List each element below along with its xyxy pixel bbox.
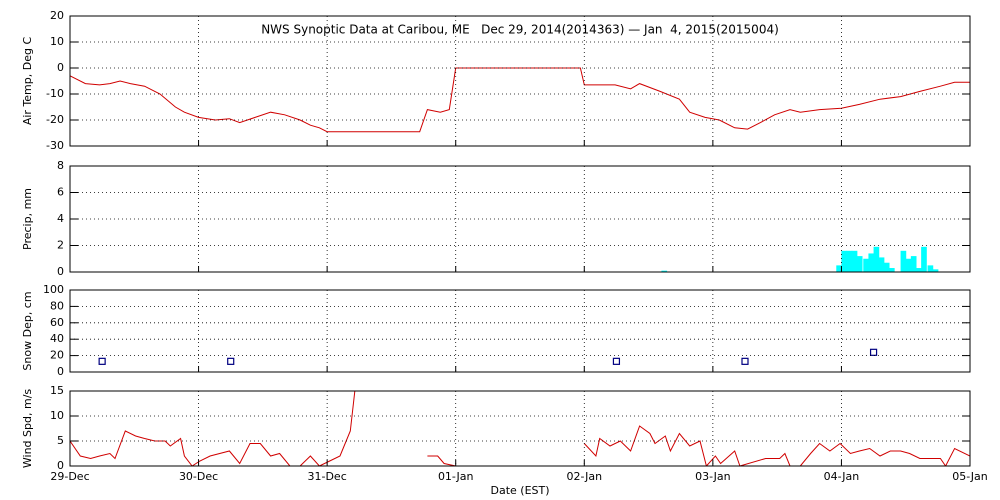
bar — [851, 250, 858, 272]
bar — [927, 265, 934, 272]
y-axis-label: Wind Spd, m/s — [21, 389, 34, 469]
point — [612, 357, 621, 365]
bar — [868, 253, 875, 272]
chart-title: NWS Synoptic Data at Caribou, ME Dec 29,… — [261, 23, 779, 37]
x-tick-label: 31-Dec — [308, 470, 347, 483]
y-tick-label: -20 — [46, 113, 64, 126]
panel — [70, 67, 970, 133]
y-tick-label: -30 — [46, 139, 64, 152]
data-line — [70, 67, 970, 133]
y-tick-label: 15 — [50, 384, 64, 397]
point — [227, 357, 235, 365]
bar — [916, 268, 922, 272]
bar — [910, 256, 917, 272]
y-tick-label: 20 — [50, 9, 64, 22]
point — [98, 357, 106, 365]
frame — [69, 15, 971, 147]
x-tick-label: 01-Jan — [438, 470, 474, 483]
bar — [863, 258, 869, 272]
point — [741, 357, 749, 365]
x-tick-label: 29-Dec — [50, 470, 89, 483]
y-tick-label: 0 — [57, 265, 64, 278]
y-axis-label: Snow Dep, cm — [21, 291, 34, 370]
y-axis-label: Precip, mm — [21, 188, 34, 250]
x-tick-label: 03-Jan — [695, 470, 731, 483]
y-tick-label: 10 — [50, 409, 64, 422]
x-tick-label: 02-Jan — [567, 470, 603, 483]
y-tick-label: 60 — [50, 316, 64, 329]
y-tick-label: 0 — [57, 61, 64, 74]
y-tick-label: 8 — [57, 159, 64, 172]
frame — [69, 165, 971, 273]
panel — [70, 391, 970, 466]
bar — [846, 250, 853, 272]
y-tick-label: 0 — [57, 459, 64, 472]
bar — [878, 257, 885, 272]
y-tick-label: 5 — [57, 434, 64, 447]
point — [869, 348, 878, 356]
frame — [69, 289, 971, 373]
y-tick-label: 4 — [57, 212, 64, 225]
bar — [889, 268, 895, 272]
bar — [841, 250, 848, 272]
y-tick-label: 0 — [57, 365, 64, 378]
x-axis-label: Date (EST) — [490, 484, 549, 497]
bar — [661, 270, 668, 272]
x-tick-label: 05-Jan — [952, 470, 988, 483]
y-tick-label: 2 — [57, 239, 64, 252]
x-tick-label: 04-Jan — [824, 470, 860, 483]
y-tick-label: -10 — [46, 87, 64, 100]
y-tick-label: 100 — [43, 283, 64, 296]
panel — [98, 348, 878, 365]
x-tick-label: 30-Dec — [179, 470, 218, 483]
bar — [873, 246, 880, 272]
bar — [905, 258, 912, 272]
bar — [932, 269, 939, 272]
bar — [921, 246, 927, 272]
panel — [661, 246, 939, 272]
bar — [883, 262, 890, 272]
y-axis-label: Air Temp, Deg C — [21, 37, 34, 126]
y-tick-label: 80 — [50, 299, 64, 312]
y-tick-label: 10 — [50, 35, 64, 48]
y-tick-label: 6 — [57, 186, 64, 199]
bar — [900, 250, 907, 272]
data-line — [70, 391, 970, 466]
frame — [69, 390, 971, 467]
bar — [856, 256, 863, 272]
bar — [836, 265, 842, 272]
y-tick-label: 40 — [50, 332, 64, 345]
y-tick-label: 20 — [50, 349, 64, 362]
